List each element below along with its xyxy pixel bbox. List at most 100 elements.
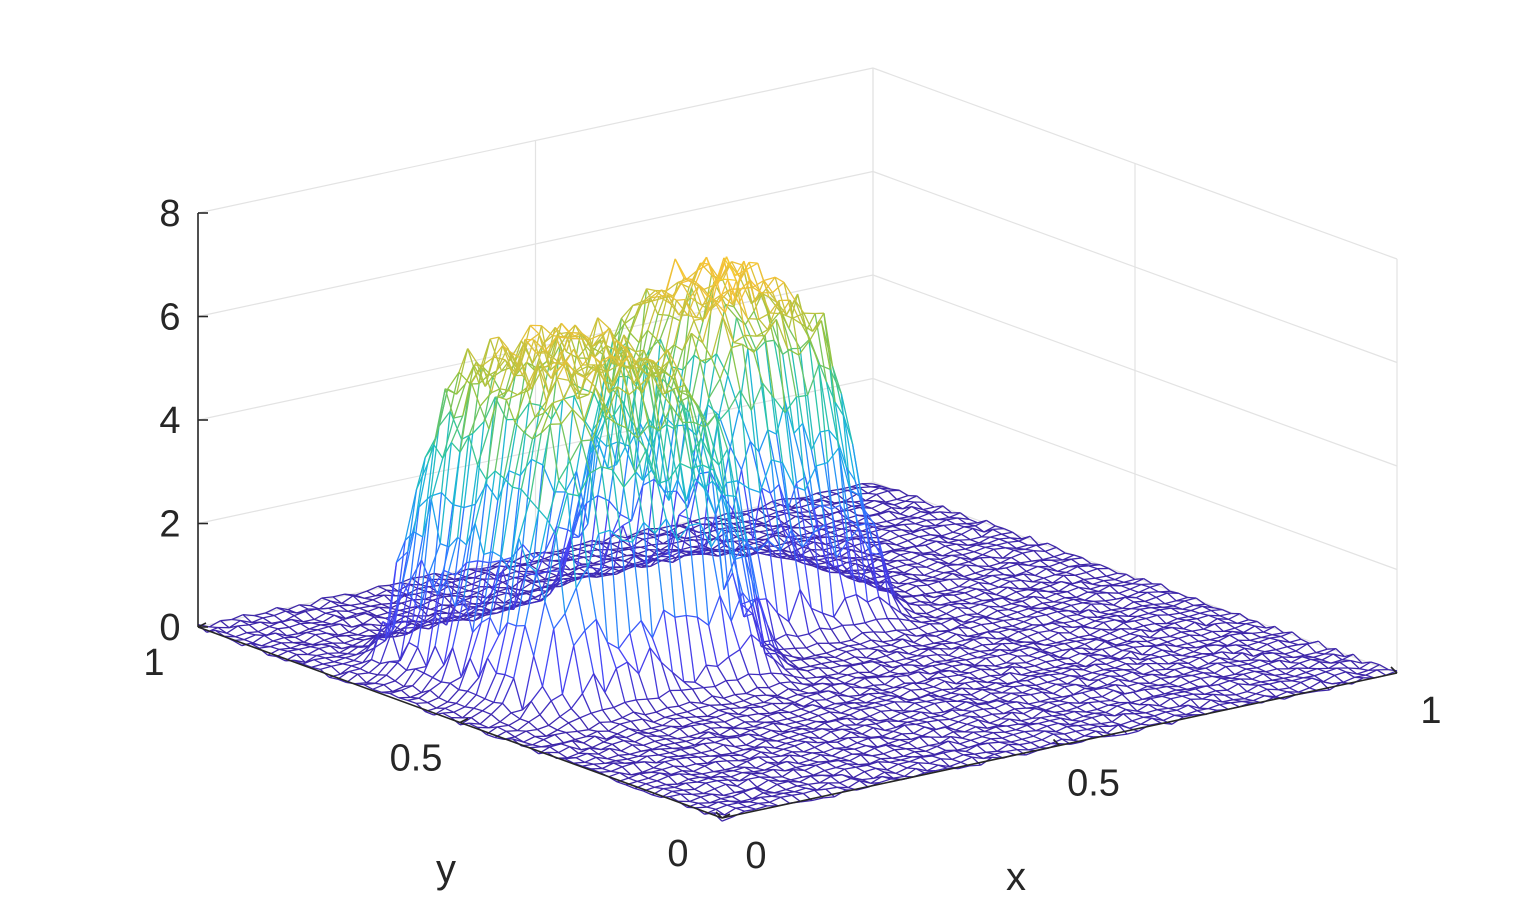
mesh-segment [1144,689,1154,697]
mesh-segment [690,332,704,344]
mesh-segment [750,524,762,530]
mesh-segment [916,584,928,587]
mesh-segment [949,578,960,588]
mesh-segment [560,537,571,578]
mesh-segment [803,518,814,527]
mesh-segment [363,637,373,641]
mesh-segment [979,600,992,606]
mesh-segment [1163,622,1176,628]
mesh-segment [1128,656,1138,665]
mesh-segment [965,659,976,666]
mesh-segment [1109,632,1119,639]
mesh-segment [543,335,554,344]
mesh-segment [1098,679,1108,686]
mesh-segment [1153,602,1165,606]
mesh-segment [776,612,787,635]
mesh-segment [1279,659,1292,664]
mesh-segment [544,336,557,352]
mesh-segment [925,655,936,663]
mesh-segment [655,491,666,551]
mesh-segment [972,620,982,626]
mesh-segment [759,492,770,542]
mesh-segment [998,677,1008,685]
mesh-segment [943,660,956,665]
mesh-segment [713,299,726,314]
mesh-segment [964,544,977,550]
mesh-segment [898,532,911,537]
mesh-segment [445,575,456,626]
mesh-segment [308,624,321,630]
mesh-segment [847,671,859,676]
mesh-segment [355,638,365,641]
mesh-segment [763,280,774,293]
mesh-segment [1161,693,1174,698]
mesh-segment [795,668,806,679]
mesh-segment [715,304,726,354]
mesh-segment [1043,577,1053,584]
mesh-segment [926,561,938,568]
mesh-segment [513,572,526,610]
mesh-segment [243,638,254,644]
mesh-segment [778,484,789,511]
mesh-segment [1217,661,1229,664]
mesh-segment [1289,638,1302,643]
mesh-segment [1258,683,1270,686]
mesh-segment [1015,635,1028,642]
mesh-segment [1075,683,1085,689]
mesh-segment [636,562,646,566]
mesh-segment [693,422,704,466]
mesh-segment [817,556,830,561]
mesh-segment [1038,674,1050,678]
mesh-segment [1033,642,1045,646]
mesh-segment [642,469,652,481]
mesh-segment [984,591,997,596]
mesh-segment [700,438,714,482]
mesh-segment [822,612,835,618]
mesh-segment [1083,620,1096,627]
mesh-segment [989,627,1002,633]
mesh-segment [595,438,609,469]
mesh-segment [983,616,996,620]
mesh-segment [1104,641,1114,648]
mesh-segment [360,623,372,626]
mesh-segment [908,653,918,657]
mesh-segment [346,634,358,637]
mesh-segment [1119,607,1132,613]
mesh-segment [969,578,980,584]
mesh-segment [994,662,1007,667]
mesh-segment [970,648,981,652]
mesh-segment [1060,672,1070,677]
mesh-segment [799,339,810,349]
mesh-segment [1207,683,1219,687]
mesh-segment [998,537,1011,540]
mesh-segment [1103,580,1113,586]
mesh-segment [1101,689,1114,698]
mesh-segment [529,324,540,335]
mesh-segment [292,641,302,645]
mesh-segment [911,506,921,513]
mesh-segment [1015,591,1026,598]
mesh-segment [884,631,895,641]
mesh-segment [927,630,939,635]
mesh-segment [941,572,953,580]
mesh-segment [648,314,659,351]
mesh-segment [862,632,872,641]
mesh-segment [260,621,272,624]
mesh-segment [976,542,988,546]
mesh-segment [960,666,973,673]
mesh-segment [912,615,924,619]
mesh-segment [840,393,854,445]
mesh-segment [1026,565,1038,572]
mesh-segment [364,595,376,599]
mesh-segment [758,451,771,494]
mesh-segment [942,643,952,650]
mesh-segment [1254,670,1264,675]
mesh-segment [1029,628,1039,634]
mesh-segment [1251,632,1262,639]
mesh-segment [774,276,785,283]
mesh-segment [973,638,983,646]
mesh-segment [338,646,351,654]
mesh-segment [712,518,725,525]
mesh-segment [317,629,327,634]
mesh-segment [758,312,771,320]
